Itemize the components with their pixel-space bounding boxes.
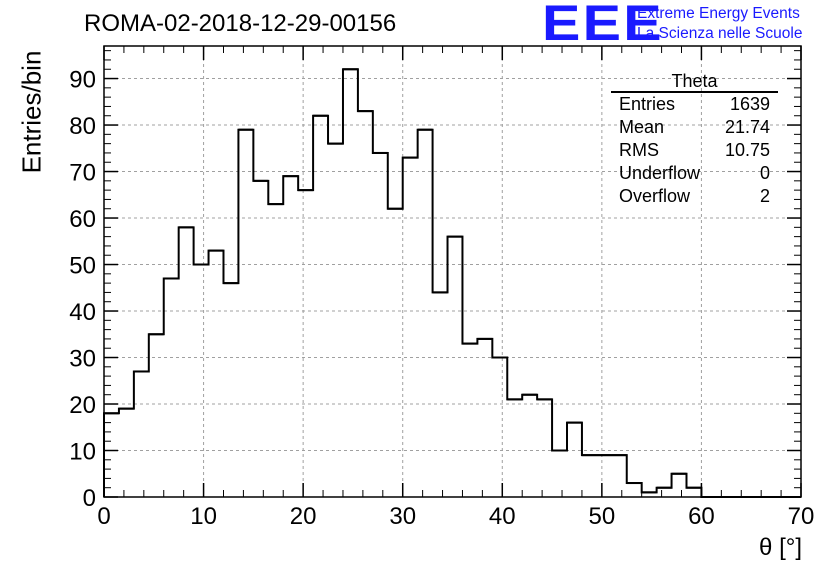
- chart-title: ROMA-02-2018-12-29-00156: [84, 10, 397, 37]
- stats-label: Entries: [619, 94, 676, 114]
- x-tick-label: 10: [190, 503, 217, 530]
- stats-value: 21.74: [724, 117, 770, 137]
- plot-frame: [103, 45, 802, 498]
- stats-label: Mean: [619, 117, 665, 137]
- stats-label: RMS: [619, 140, 659, 160]
- stats-value: 0: [759, 163, 770, 183]
- x-axis-label: θ [°]: [759, 534, 802, 561]
- x-tick-label: 40: [489, 503, 516, 530]
- stats-label: Overflow: [619, 186, 691, 206]
- y-tick-label: 0: [83, 485, 96, 512]
- y-tick-label: 50: [69, 253, 96, 280]
- stats-row-underflow: Underflow 0: [611, 162, 778, 185]
- histogram-outline: [103, 68, 801, 498]
- x-tick-label: 60: [688, 503, 715, 530]
- stats-value: 1639: [729, 94, 770, 114]
- y-tick-label: 40: [69, 299, 96, 326]
- x-tick-label: 50: [589, 503, 616, 530]
- stats-value: 2: [759, 186, 770, 206]
- stats-row-mean: Mean 21.74: [611, 116, 778, 139]
- y-tick-label: 80: [69, 113, 96, 140]
- axis-ticks: [103, 46, 802, 498]
- eee-logo: EEE: [542, 0, 664, 51]
- x-tick-label: 30: [389, 503, 416, 530]
- y-tick-label: 60: [69, 206, 96, 233]
- stats-row-entries: Entries 1639: [611, 93, 778, 116]
- logo-caption-line1: Extreme Energy Events: [637, 5, 800, 22]
- stats-box: Theta Entries 1639 Mean 21.74 RMS 10.75 …: [611, 72, 778, 208]
- x-tick-label: 70: [788, 503, 815, 530]
- stats-row-overflow: Overflow 2: [611, 185, 778, 208]
- x-tick-label: 20: [290, 503, 317, 530]
- stats-label: Underflow: [619, 163, 701, 183]
- logo-caption: Extreme Energy Events La Scienza nelle S…: [637, 4, 802, 44]
- stats-title: Theta: [611, 72, 778, 93]
- y-tick-label: 30: [69, 346, 96, 373]
- y-tick-label: 90: [69, 67, 96, 94]
- x-tick-label: 0: [97, 503, 110, 530]
- logo-caption-line2: La Scienza nelle Scuole: [637, 25, 803, 42]
- y-tick-label: 10: [69, 439, 96, 466]
- grid-lines: [104, 46, 801, 497]
- y-axis-label: Entries/bin: [16, 50, 47, 174]
- y-tick-label: 20: [69, 392, 96, 419]
- y-tick-label: 70: [69, 160, 96, 187]
- stats-value: 10.75: [724, 140, 770, 160]
- stats-row-rms: RMS 10.75: [611, 139, 778, 162]
